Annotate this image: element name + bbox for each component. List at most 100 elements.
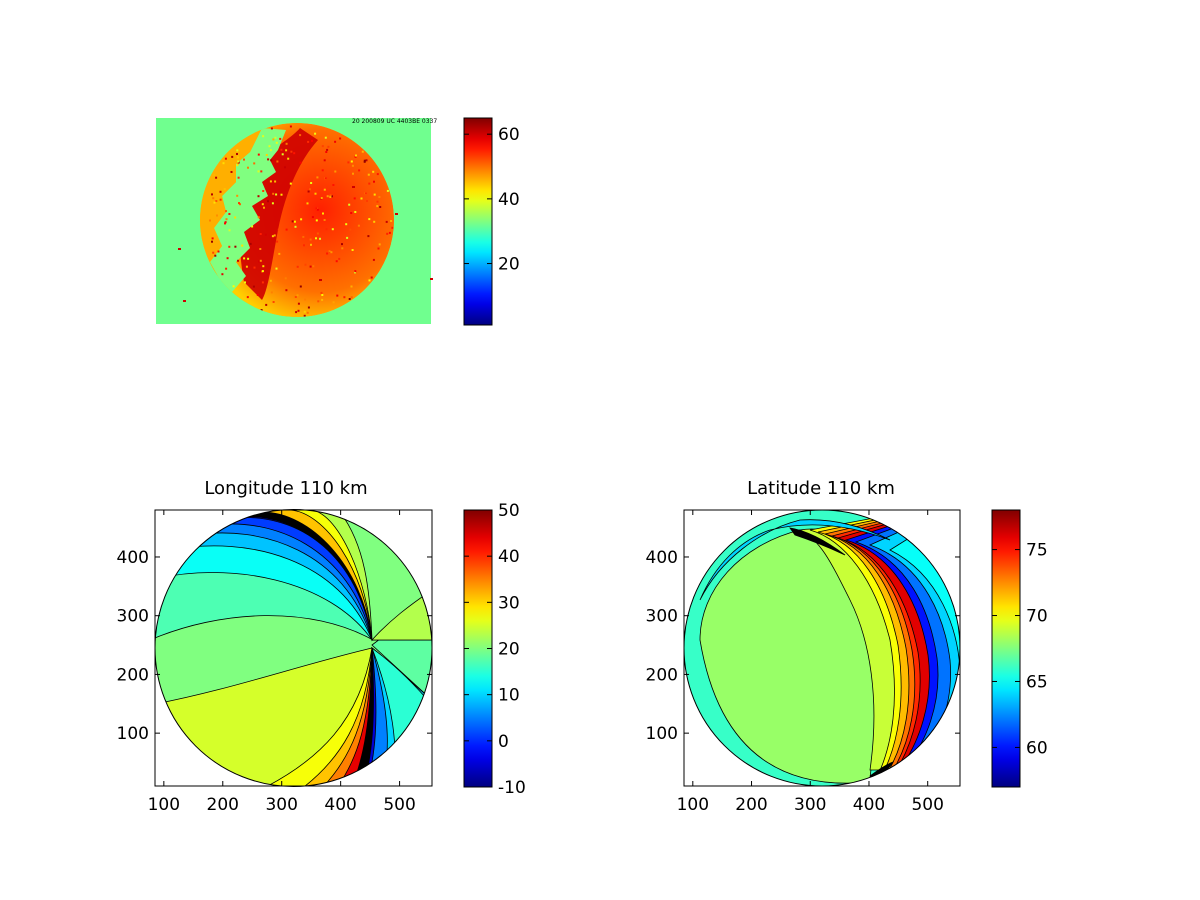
disk-speckle [279,137,282,140]
disk-speckle [378,243,381,246]
disk-speckle [212,197,215,200]
colorbar-tick-label: 75 [1026,541,1048,561]
disk-speckle [263,206,265,209]
image-noise-dot [183,300,186,302]
disk-speckle [216,214,218,217]
disk-speckle [314,132,317,135]
disk-speckle [245,265,248,268]
disk-speckle [303,310,306,313]
disk-speckle [379,206,382,208]
disk-speckle [268,145,271,148]
disk-speckle [327,145,330,148]
disk-speckle [251,225,254,228]
disk-speckle [262,265,265,268]
disk-speckle [334,170,337,173]
disk-speckle [307,306,310,309]
disk-speckle [270,291,273,294]
disk-speckle [354,211,357,213]
disk-speckle [219,190,222,193]
disk-speckle [363,160,366,163]
disk-speckle [272,192,275,195]
disk-speckle [260,309,263,312]
disk-speckle [264,233,267,236]
disk-speckle [319,237,321,240]
disk-speckle [228,245,231,248]
disk-speckle [299,134,302,137]
colorbar-tick-label: 20 [498,640,520,660]
disk-speckle [267,273,270,276]
disk-speckle [284,277,287,280]
colorbar-tick-label: 40 [498,547,520,567]
disk-speckle [247,257,250,260]
disk-speckle [332,184,335,186]
disk-speckle [352,172,354,175]
y-tick-label: 100 [646,724,678,744]
disk-speckle [228,213,231,215]
disk-speckle [368,279,371,282]
disk-speckle [377,247,380,250]
disk-speckle [316,176,319,179]
image-noise-dot [395,213,398,215]
disk-speckle [234,245,237,248]
disk-speckle [297,302,300,305]
disk-speckle [269,149,272,152]
disk-speckle [217,250,220,253]
disk-speckle [365,159,368,162]
disk-speckle [274,136,277,139]
disk-speckle [321,298,324,301]
disk-speckle [316,232,319,235]
disk-speckle [368,182,371,185]
disk-speckle [237,176,240,179]
x-tick-label: 400 [853,795,885,815]
y-tick-label: 400 [117,548,149,568]
disk-speckle [226,257,229,260]
x-tick-label: 400 [324,795,356,815]
disk-speckle [271,202,274,205]
disk-speckle [278,252,281,255]
disk-speckle [373,180,375,183]
image-noise-dot [178,248,181,250]
disk-speckle [267,158,270,161]
disk-speckle [211,237,214,240]
disk-speckle [271,235,274,238]
disk-speckle [269,279,272,282]
disk-speckle [306,311,309,314]
disk-speckle [275,267,278,270]
disk-speckle [370,276,373,279]
disk-speckle [267,200,269,203]
disk-limb [200,128,262,317]
disk-speckle [335,260,338,263]
disk-speckle [344,238,347,241]
latitude-contours [684,510,960,786]
disk-speckle [276,240,279,243]
longitude-contours [155,509,432,787]
disk-speckle [311,216,314,219]
disk-speckle [348,203,351,206]
disk-speckle [386,189,389,192]
disk-speckle [270,159,273,162]
disk-speckle [224,222,226,225]
disk-speckle [321,169,324,172]
axes-frame [154,509,433,787]
disk-speckle [213,201,216,204]
disk-speckle [280,193,283,196]
disk-speckle [238,202,240,205]
disk-speckle [347,161,350,164]
disk-speckle [320,197,323,199]
disk-speckle [265,154,268,156]
disk-speckle [285,228,288,231]
disk-speckle [348,298,351,300]
disk-speckle [215,176,218,179]
colorbar-tick-label: 30 [498,593,520,613]
disk-speckle [236,194,239,197]
x-tick-label: 200 [207,795,239,815]
disk-speckle [334,140,337,143]
disk-speckle [317,300,320,303]
disk-speckle [336,294,339,297]
disk-speckle [236,164,239,167]
disk-speckle [373,193,376,196]
disk-speckle [316,208,319,211]
disk-speckle [390,220,393,222]
disk-speckle [310,182,313,184]
latitude-colorbar: 60 65 70 75 [991,509,1048,788]
